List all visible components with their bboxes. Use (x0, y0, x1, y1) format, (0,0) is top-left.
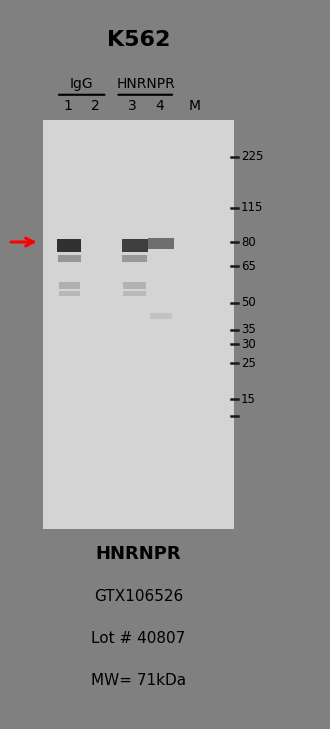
Text: Lot # 40807: Lot # 40807 (91, 631, 186, 646)
Text: 50: 50 (241, 296, 256, 309)
Bar (57, 239, 81, 252)
Text: K562: K562 (107, 30, 170, 50)
Bar (122, 239, 148, 252)
Text: 35: 35 (241, 323, 256, 336)
Bar (43, 120, 234, 529)
Text: 3: 3 (128, 98, 136, 113)
Text: MW= 71kDa: MW= 71kDa (91, 674, 186, 688)
Bar (58, 255, 81, 262)
Text: 1: 1 (63, 98, 72, 113)
Bar (123, 282, 146, 289)
Text: 225: 225 (241, 150, 263, 163)
Bar (148, 238, 174, 249)
Text: 25: 25 (241, 356, 256, 370)
Bar (59, 291, 80, 296)
Text: 30: 30 (241, 338, 256, 351)
Bar (59, 282, 80, 289)
Bar (122, 255, 147, 262)
Text: 65: 65 (241, 260, 256, 273)
Text: M: M (189, 98, 201, 113)
Bar (150, 313, 172, 319)
Text: 2: 2 (91, 98, 100, 113)
Bar (123, 291, 146, 296)
Text: HNRNPR: HNRNPR (117, 77, 176, 91)
Text: HNRNPR: HNRNPR (96, 545, 182, 563)
Text: IgG: IgG (70, 77, 93, 91)
Text: 15: 15 (241, 393, 256, 406)
Text: GTX106526: GTX106526 (94, 589, 183, 604)
Text: 115: 115 (241, 201, 263, 214)
Text: 80: 80 (241, 235, 256, 249)
Text: 4: 4 (156, 98, 164, 113)
